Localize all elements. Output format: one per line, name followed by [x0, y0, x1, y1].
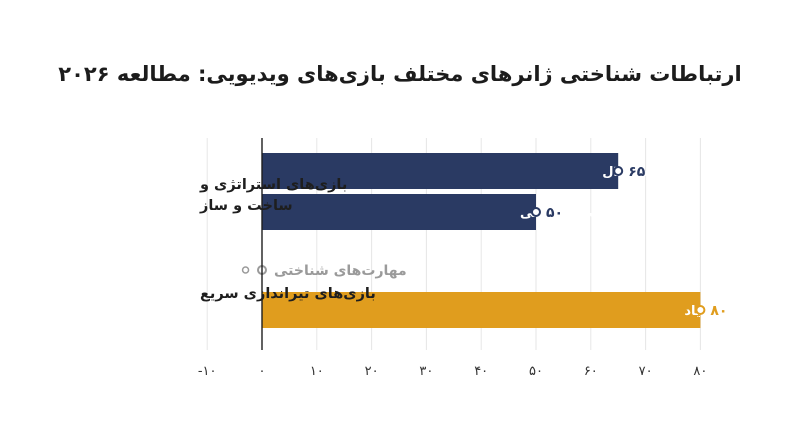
x-tick-label: ۴۰ [474, 364, 488, 379]
value-marker [695, 305, 706, 315]
x-tick-label: ۶۰ [584, 364, 598, 379]
bar-label: مهارت‌های شناختی [274, 263, 407, 279]
category-label: بازی‌های تیراندازی سریع [200, 286, 376, 302]
x-tick-label: ۳۰ [419, 364, 433, 379]
bar [262, 153, 619, 189]
category-label: ساخت و ساز [199, 198, 293, 214]
x-tick-label: ۵۰ [529, 364, 543, 379]
bar-label: مهارت‌های کلامی [520, 206, 631, 221]
x-tick-label: ۰ [259, 364, 266, 379]
chart-title: ارتباطات شناختی ژانرهای مختلف بازی‌های و… [58, 62, 742, 86]
value-marker [531, 207, 541, 217]
category-label: بازی‌های استراتژی و [199, 177, 347, 193]
value-label: ۸۰ [710, 303, 727, 319]
x-tick-label: ۱۰ [310, 364, 324, 379]
x-tick-label: -۱۰ [198, 364, 217, 379]
x-tick-label: ۷۰ [639, 364, 653, 379]
value-marker [613, 166, 624, 176]
value-marker-secondary [241, 266, 250, 274]
x-tick-label: ۸۰ [693, 364, 707, 379]
value-label: ۵۰ [546, 205, 563, 221]
bar [262, 194, 536, 230]
bar-label: ارتباط با علائم اعتیاد [684, 304, 800, 319]
bar [262, 292, 701, 328]
x-tick-label: ۲۰ [365, 364, 379, 379]
value-label: ۶۵ [628, 164, 646, 180]
